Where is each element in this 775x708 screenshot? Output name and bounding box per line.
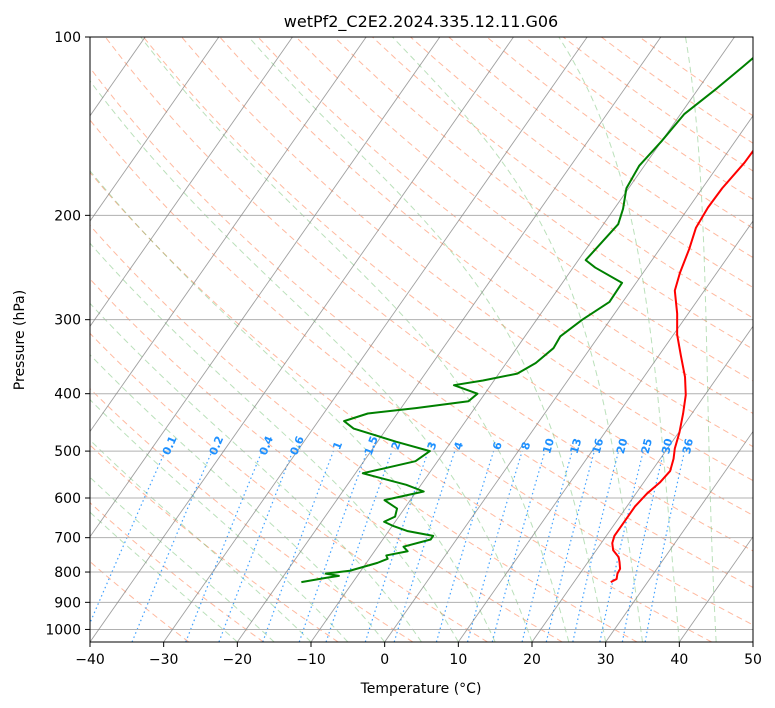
mixing-ratio-line [466,450,523,642]
x-tick-label: 20 [523,652,541,668]
mixing-ratio-label: 20 [614,437,631,455]
mixing-ratio-line [185,450,263,642]
moist-adiabat [248,37,607,642]
moist-adiabat [90,511,238,642]
mixing-ratio-line [621,450,665,642]
y-tick-label: 600 [54,491,81,507]
x-tick-label: 10 [449,652,467,668]
dry-adiabat [90,119,753,626]
x-tick-label: −20 [223,652,253,668]
dry-adiabat [90,278,563,642]
y-tick-label: 200 [54,208,81,224]
mixing-ratio-line [218,450,294,642]
dry-adiabat [90,502,264,642]
moist-adiabat [90,302,422,642]
profile-series [301,56,753,584]
y-tick-label: 300 [54,313,81,329]
y-axis-ticks: 1000 900 800 700 600 500 400 300 200 100 [45,30,90,638]
chart-title: wetPf2_C2E2.2024.335.12.11.G06 [284,12,558,32]
dry-adiabat [104,37,753,552]
y-tick-label: 500 [54,444,81,460]
x-axis-label: Temperature (°C) [360,681,482,697]
mixing-ratio-label: 25 [639,437,655,455]
x-tick-label: 30 [597,652,615,668]
mixing-ratio-label: 30 [659,437,675,455]
moist-adiabat [558,37,680,642]
moist-adiabat [90,80,533,642]
mixing-ratio-label: 2 [389,440,404,452]
moist-adiabat [90,354,386,642]
dry-adiabat [90,224,638,642]
isotherm-line [531,325,753,642]
isotherm-line [236,37,662,642]
isotherm-line [90,37,441,538]
mixing-ratio-line [644,450,686,642]
x-tick-label: −40 [75,652,105,668]
x-axis-ticks: −40 −30 −20 −10 0 10 20 30 40 50 [75,642,762,668]
plot-frame [89,36,754,643]
dry-adiabat [143,37,753,516]
x-tick-label: 40 [670,652,688,668]
mixing-ratio-label: 13 [568,437,585,455]
dry-adiabat [90,171,712,642]
y-axis-label: Pressure (hPa) [12,290,28,390]
isotherm-line [90,37,293,328]
mixing-ratio-line [364,450,429,642]
dry-adiabat [219,37,753,448]
background-lines [90,37,753,642]
dry-adiabat [90,444,339,642]
moist-adiabat [90,476,275,642]
y-tick-label: 100 [54,30,81,46]
isotherm-line [678,535,753,642]
mixing-ratio-line [325,450,393,642]
moist-adiabat [392,37,643,642]
y-tick-label: 900 [54,595,81,611]
dry-adiabat [257,37,753,414]
y-tick-label: 400 [54,387,81,403]
temperature-profile-line [610,149,753,584]
moist-adiabat [685,37,717,642]
dewpoint-profile-line [301,56,753,584]
mixing-ratio-label: 3 [425,440,440,451]
mixing-ratio-label: 10 [540,436,557,455]
isotherm-line [163,37,588,642]
moist-adiabat [140,37,570,642]
isotherm-line [90,37,367,433]
mixing-ratio-label: 36 [680,437,696,455]
mixing-ratio-label: 16 [590,437,607,456]
dry-adiabat [90,67,753,588]
isotherm-line [605,430,753,642]
mixing-ratio-label: 1 [330,440,345,452]
y-tick-label: 700 [54,531,81,547]
x-tick-label: 0 [380,652,389,668]
x-tick-label: −30 [149,652,179,668]
dry-adiabat [90,332,488,642]
mixing-ratio-line [435,450,495,642]
isotherm-line [384,115,753,642]
mixing-ratio-label: 1.5 [362,434,381,457]
dry-adiabat [410,37,753,289]
isotherm-line [90,37,220,222]
x-tick-label: −10 [296,652,326,668]
isotherm-line [90,37,514,642]
mixing-ratio-label: 4 [451,440,466,452]
y-tick-label: 800 [54,565,81,581]
mixing-ratio-label: 6 [490,440,505,452]
y-tick-label: 1000 [45,622,81,638]
x-tick-label: 50 [744,652,762,668]
moist-adiabat [90,170,496,642]
isotherm-line [457,220,753,642]
mixing-ratio-line [393,450,456,642]
mixing-ratio-label: 8 [519,440,534,451]
moist-adiabat [90,242,459,642]
dry-adiabat [295,37,753,382]
